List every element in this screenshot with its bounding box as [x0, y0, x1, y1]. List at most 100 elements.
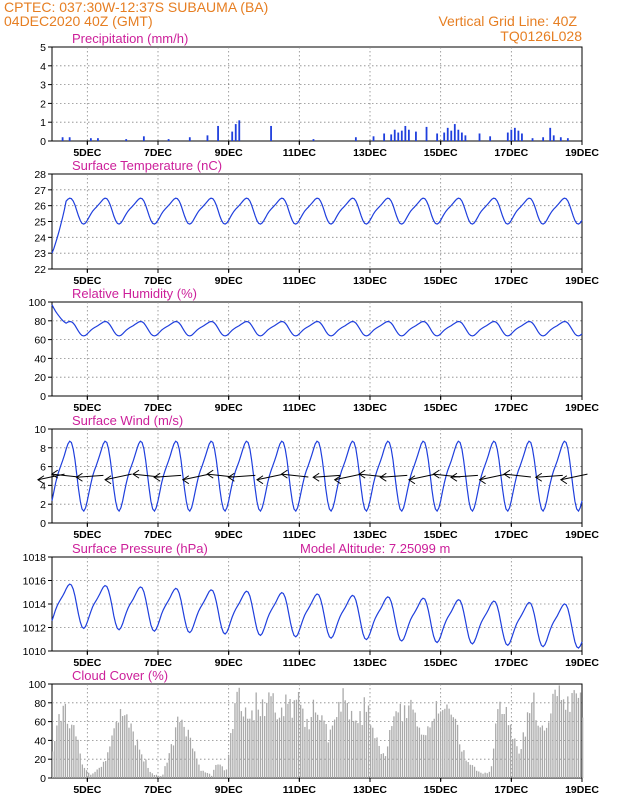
wind-arrow-head — [312, 472, 320, 482]
precip-bar — [397, 132, 400, 141]
cloud-bar — [232, 728, 234, 778]
x-tick-label: 7DEC — [144, 657, 172, 669]
cloud-bar — [446, 704, 448, 778]
cloud-bar — [208, 773, 211, 778]
precip-bar — [446, 127, 449, 141]
cloud-bar — [520, 749, 522, 778]
cloud-bar — [52, 751, 54, 778]
cloud-bar — [83, 767, 86, 778]
cloud-bar — [526, 712, 529, 778]
precip-bar — [510, 129, 513, 141]
cloud-bar — [524, 736, 527, 778]
header-line2-right: TQ0126L028 — [500, 28, 582, 44]
cloud-bar — [196, 758, 198, 778]
cloud-bar — [420, 734, 423, 778]
wind-arrow-shaft — [503, 473, 531, 478]
cloud-bar — [145, 759, 147, 778]
cloud-bar — [353, 720, 355, 778]
x-tick-label: 5DEC — [73, 529, 101, 541]
cloud-bar — [172, 745, 175, 778]
cloud-bar — [463, 750, 465, 778]
cloud-bar — [465, 760, 467, 778]
cloud-bar — [105, 760, 107, 778]
y-tick-label: 27 — [34, 185, 46, 197]
cloud-bar — [304, 726, 306, 778]
y-tick-label: 24 — [34, 232, 46, 244]
y-tick-label: 23 — [34, 248, 46, 260]
cloud-bar — [179, 722, 181, 778]
cloud-bar — [431, 721, 433, 778]
cloud-bar — [73, 725, 75, 778]
wind-arrow-head — [503, 469, 511, 479]
cloud-bar — [160, 776, 162, 778]
wind-arrow-head — [478, 475, 486, 485]
cloud-bar — [357, 723, 359, 778]
x-tick-label: 13DEC — [353, 275, 387, 287]
wind-arrow-head — [227, 472, 235, 482]
cloud-bar — [253, 720, 255, 778]
x-tick-label: 9DEC — [215, 657, 243, 669]
x-tick-label: 17DEC — [494, 657, 528, 669]
cloud-bar — [266, 702, 268, 778]
precip-bar — [464, 135, 467, 141]
wind-arrow-head — [132, 469, 140, 479]
wind-arrow-head — [408, 475, 416, 485]
cloud-bar — [569, 711, 571, 778]
precip-bar — [142, 136, 145, 141]
header-line1-right: Vertical Grid Line: 40Z — [438, 13, 577, 29]
cloud-bar — [492, 748, 495, 778]
cloud-bar — [162, 774, 164, 778]
cloud-bar — [215, 764, 217, 778]
y-tick-label: 2 — [40, 499, 46, 511]
cloud-bar — [391, 726, 393, 778]
cloud-bar — [251, 710, 253, 778]
cloud-bar — [149, 771, 151, 778]
cloud-bar — [225, 769, 228, 778]
cloud-bar — [509, 724, 512, 778]
cloud-bar — [507, 725, 510, 778]
cloud-bar — [317, 714, 319, 778]
cloud-bar — [174, 727, 177, 778]
precip-bar — [404, 125, 407, 141]
cloud-bar — [221, 766, 223, 778]
cloud-bar — [329, 729, 332, 778]
header-line2-left: 04DEC2020 40Z (GMT) — [4, 13, 153, 29]
wind-arrow-shaft — [76, 474, 104, 478]
cloud-bar — [444, 708, 446, 778]
cloud-bar — [121, 716, 124, 778]
cloud-bar — [124, 715, 126, 778]
cloud-bar — [240, 711, 242, 778]
x-tick-label: 9DEC — [215, 402, 243, 414]
cloud-bar — [54, 741, 56, 778]
precip-bar — [450, 130, 453, 141]
cloud-bar — [119, 709, 122, 778]
cloud-bar — [92, 773, 94, 778]
cloud-bar — [577, 697, 580, 778]
cloud-bar — [579, 692, 582, 778]
y-tick-label: 100 — [28, 297, 46, 309]
cloud-bar — [423, 734, 425, 778]
cloud-bar — [185, 736, 187, 778]
x-tick-label: 13DEC — [353, 657, 387, 669]
cloud-bar — [217, 764, 219, 778]
wind-arrow-head — [379, 472, 387, 482]
cloud-bar — [102, 761, 105, 778]
cloud-bar — [573, 690, 575, 778]
wind-arrow-head — [333, 475, 342, 485]
x-tick-label: 9DEC — [215, 275, 243, 287]
panel-annotation: Model Altitude: 7.25099 m — [300, 541, 450, 556]
x-tick-label: 19DEC — [565, 657, 599, 669]
cloud-bar — [416, 726, 418, 778]
cloud-bar — [136, 739, 139, 778]
cloud-bar — [480, 772, 482, 778]
x-tick-label: 17DEC — [494, 275, 528, 287]
wind-arrow-shaft — [256, 473, 284, 481]
precip-bar — [400, 130, 403, 141]
cloud-bar — [545, 727, 548, 778]
cloud-bar — [558, 685, 560, 778]
cloud-bar — [234, 703, 236, 778]
x-tick-label: 9DEC — [215, 784, 243, 796]
wind-panel: 0 2 4 6 8 10 5DEC 7DEC 9DEC 11DEC 13DEC 15DEC 17DEC 1… — [34, 413, 599, 541]
cloud-bar — [372, 727, 374, 778]
cloud-bar — [115, 721, 117, 778]
